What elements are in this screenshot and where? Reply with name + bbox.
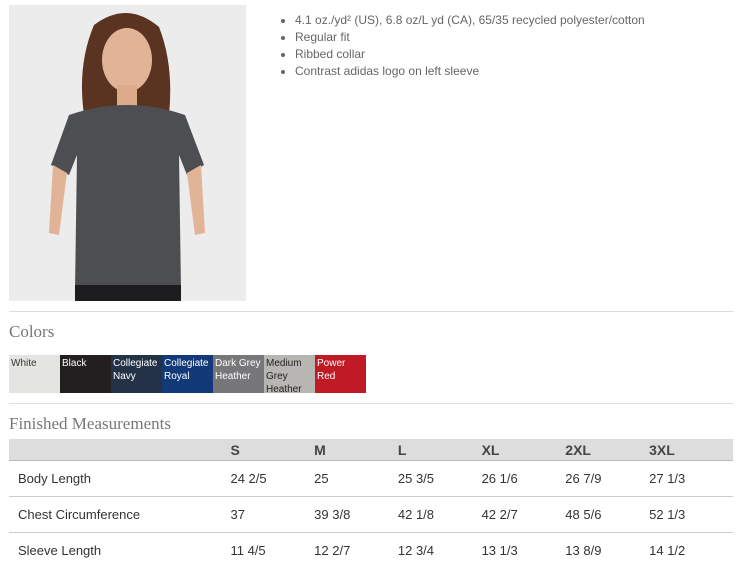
divider	[9, 311, 733, 312]
measurement-value: 12 3/4	[398, 533, 482, 568]
size-header: M	[314, 439, 398, 461]
feature-list: 4.1 oz./yd² (US), 6.8 oz/L yd (CA), 65/3…	[267, 12, 645, 80]
measurement-value: 25	[314, 461, 398, 497]
row-label: Sleeve Length	[9, 533, 230, 568]
header-blank	[9, 439, 230, 461]
color-swatch[interactable]: Black	[60, 355, 111, 393]
size-header: S	[230, 439, 314, 461]
feature-item: Ribbed collar	[295, 46, 645, 63]
measurement-value: 11 4/5	[230, 533, 314, 568]
measurement-value: 42 2/7	[482, 497, 566, 533]
colors-heading: Colors	[9, 322, 54, 342]
measurement-value: 13 1/3	[482, 533, 566, 568]
size-header: L	[398, 439, 482, 461]
measurements-heading: Finished Measurements	[9, 414, 171, 434]
color-swatch[interactable]: Dark Grey Heather	[213, 355, 264, 393]
measurement-value: 13 8/9	[565, 533, 649, 568]
measurement-value: 42 1/8	[398, 497, 482, 533]
measurement-value: 14 1/2	[649, 533, 733, 568]
measurement-value: 26 7/9	[565, 461, 649, 497]
color-swatch[interactable]: Power Red	[315, 355, 366, 393]
row-label: Chest Circumference	[9, 497, 230, 533]
color-swatch[interactable]: White	[9, 355, 60, 393]
measurement-value: 25 3/5	[398, 461, 482, 497]
color-swatch[interactable]: Collegiate Navy	[111, 355, 162, 393]
measurement-value: 12 2/7	[314, 533, 398, 568]
size-header: 2XL	[565, 439, 649, 461]
measurement-value: 48 5/6	[565, 497, 649, 533]
color-swatch[interactable]: Medium Grey Heather	[264, 355, 315, 393]
measurement-value: 37	[230, 497, 314, 533]
feature-item: Regular fit	[295, 29, 645, 46]
color-swatch[interactable]: Collegiate Royal	[162, 355, 213, 393]
feature-item: Contrast adidas logo on left sleeve	[295, 63, 645, 80]
size-header: XL	[482, 439, 566, 461]
row-label: Body Length	[9, 461, 230, 497]
feature-item: 4.1 oz./yd² (US), 6.8 oz/L yd (CA), 65/3…	[295, 12, 645, 29]
measurement-value: 26 1/6	[482, 461, 566, 497]
measurement-value: 39 3/8	[314, 497, 398, 533]
product-image	[9, 5, 246, 301]
measurement-value: 24 2/5	[230, 461, 314, 497]
divider	[9, 403, 733, 404]
size-header: 3XL	[649, 439, 733, 461]
measurement-value: 27 1/3	[649, 461, 733, 497]
measurement-value: 52 1/3	[649, 497, 733, 533]
